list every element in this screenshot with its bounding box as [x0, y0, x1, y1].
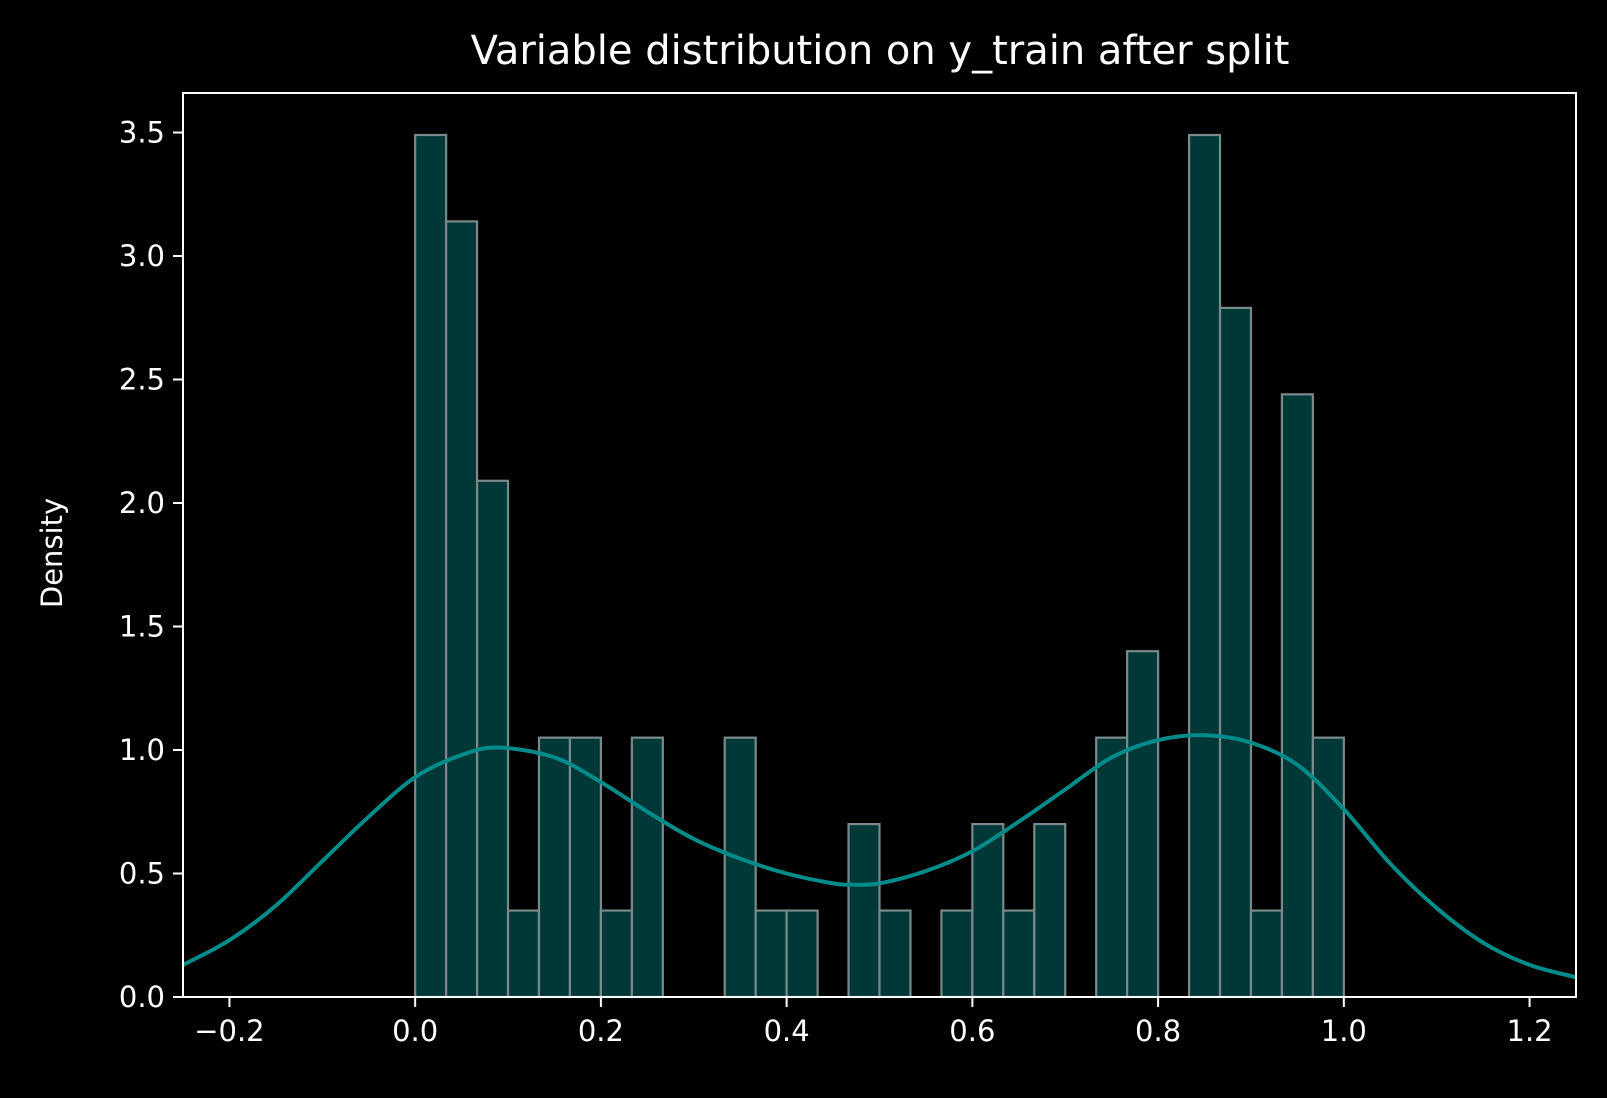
- x-tick-label: 0.6: [949, 1014, 995, 1048]
- histogram-bar: [1095, 736, 1129, 999]
- axes-spines: [182, 92, 1577, 998]
- chart-title: Variable distribution on y_train after s…: [471, 28, 1290, 74]
- y-tick-label: 3.5: [119, 116, 165, 150]
- histogram-bar: [847, 822, 881, 999]
- histogram-bar: [1033, 822, 1067, 999]
- x-tick-label: 0.4: [764, 1014, 810, 1048]
- histogram-bar: [599, 909, 633, 999]
- histogram-bar: [1218, 306, 1253, 999]
- y-tick-label: 2.0: [119, 486, 165, 520]
- histogram-bar: [506, 909, 541, 999]
- y-tick-label: 0.5: [119, 857, 165, 891]
- histogram-bar: [1187, 133, 1222, 999]
- histogram-bar: [1126, 650, 1160, 999]
- histogram-bar: [1280, 393, 1314, 999]
- histogram-bar: [878, 909, 912, 999]
- y-tick-label: 1.5: [119, 610, 165, 644]
- histogram-bar: [568, 736, 603, 999]
- histogram-bar: [1002, 909, 1036, 999]
- x-tick-label: −0.2: [194, 1014, 264, 1048]
- y-axis-label: Density: [35, 498, 69, 608]
- y-tick-label: 0.0: [119, 980, 165, 1014]
- histogram-bar: [1311, 736, 1345, 999]
- x-tick-label: 0.0: [392, 1014, 438, 1048]
- axes-frame: [182, 92, 1577, 998]
- kde-curve: [182, 733, 1577, 980]
- histogram-bar: [475, 479, 510, 999]
- histogram-bar: [630, 736, 664, 999]
- x-axis-ticks: −0.2 0.0 0.2 0.4 0.6 0.8 1.0 1.2: [194, 997, 1553, 1048]
- x-tick-label: 0.8: [1135, 1014, 1181, 1048]
- histogram-bar: [1249, 909, 1284, 999]
- y-tick-label: 1.0: [119, 733, 165, 767]
- histogram-bar: [414, 133, 448, 999]
- x-tick-label: 0.2: [578, 1014, 624, 1048]
- y-tick-label: 3.0: [119, 239, 165, 273]
- histogram-bar: [971, 822, 1005, 999]
- histogram-bar: [754, 909, 788, 999]
- histogram-bar: [445, 220, 479, 999]
- histogram-bar: [537, 736, 572, 999]
- histogram-bar: [940, 909, 974, 999]
- y-axis-ticks: 0.0 0.5 1.0 1.5 2.0 2.5 3.0 3.5: [119, 116, 183, 1014]
- kde-line: [182, 733, 1577, 980]
- histogram-bars: [414, 133, 1345, 999]
- y-tick-label: 2.5: [119, 363, 165, 397]
- histogram-bar: [785, 909, 819, 999]
- x-tick-label: 1.2: [1507, 1014, 1553, 1048]
- x-tick-label: 1.0: [1321, 1014, 1367, 1048]
- histogram-bar: [723, 736, 757, 999]
